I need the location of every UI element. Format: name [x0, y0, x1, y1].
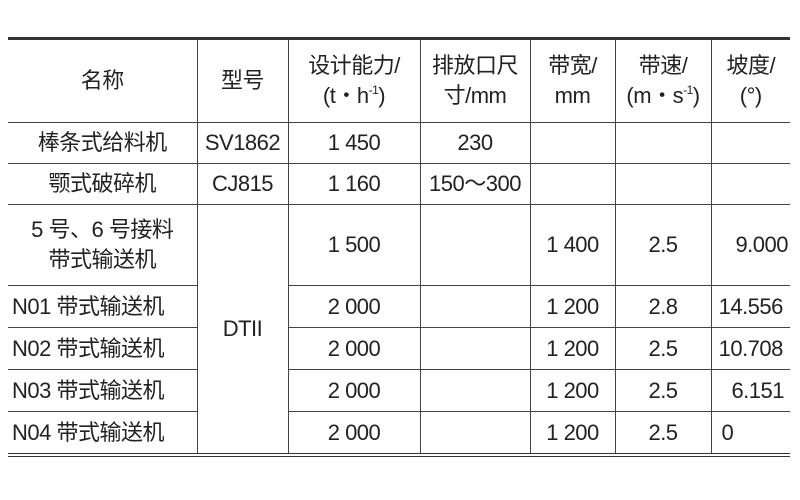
cell-slope: 10.708	[710, 327, 790, 370]
cell-name: 棒条式给料机	[8, 122, 198, 164]
cell-slope: 9.000	[710, 204, 790, 286]
cell-capacity: 2 000	[287, 369, 421, 412]
table-row: 5 号、6 号接料 带式输送机 DTII 1 500 1 400 2.5 9.00…	[8, 204, 790, 456]
cell-capacity: 1 500	[287, 204, 421, 286]
equipment-spec-table: 名称 型号 设计能力/(t・h-1) 排放口尺 寸/mm 带宽/mm 带速/(m・…	[8, 37, 790, 457]
cell-width: 1 200	[529, 369, 616, 412]
cell-width: 1 200	[529, 411, 616, 456]
cell-speed: 2.8	[614, 285, 712, 328]
table-row: 棒条式给料机 SV1862 1 450 230	[8, 122, 790, 164]
table-row: N01 带式输送机 2 000 1 200 2.8 14.556	[8, 285, 790, 328]
cell-slope	[710, 122, 790, 164]
cell-outlet: 150～300	[419, 163, 531, 205]
cell-outlet	[419, 369, 531, 412]
cell-outlet	[419, 327, 531, 370]
cell-capacity: 2 000	[287, 327, 421, 370]
cell-slope	[710, 163, 790, 205]
cell-speed: 2.5	[614, 204, 712, 286]
cell-width: 1 400	[529, 204, 616, 286]
header-speed: 带速/(m・s-1)	[614, 38, 712, 123]
cell-model: SV1862	[196, 122, 289, 164]
cell-speed: 2.5	[614, 327, 712, 370]
cell-width	[529, 122, 616, 164]
header-model: 型号	[196, 38, 289, 123]
header-name: 名称	[8, 38, 198, 123]
table-row: N02 带式输送机 2 000 1 200 2.5 10.708	[8, 327, 790, 370]
table-row: 颚式破碎机 CJ815 1 160 150～300	[8, 163, 790, 205]
cell-name: N01 带式输送机	[8, 285, 198, 328]
cell-speed	[614, 163, 712, 205]
cell-slope: 0	[710, 411, 790, 456]
cell-name: N03 带式输送机	[8, 369, 198, 412]
cell-outlet	[419, 285, 531, 328]
cell-width: 1 200	[529, 285, 616, 328]
cell-capacity: 1 160	[287, 163, 421, 205]
cell-width: 1 200	[529, 327, 616, 370]
table-row: N04 带式输送机 2 000 1 200 2.5 0	[8, 411, 790, 456]
header-slope: 坡度/(°)	[710, 38, 790, 123]
header-row: 名称 型号 设计能力/(t・h-1) 排放口尺 寸/mm 带宽/mm 带速/(m・…	[8, 38, 790, 123]
cell-speed: 2.5	[614, 411, 712, 456]
cell-outlet	[419, 204, 531, 286]
cell-capacity: 1 450	[287, 122, 421, 164]
table-row: N03 带式输送机 2 000 1 200 2.5 6.151	[8, 369, 790, 412]
cell-name: N04 带式输送机	[8, 411, 198, 456]
cell-slope: 14.556	[710, 285, 790, 328]
cell-model-merged: DTII	[196, 204, 289, 456]
header-width: 带宽/mm	[529, 38, 616, 123]
cell-outlet: 230	[419, 122, 531, 164]
cell-name: 5 号、6 号接料 带式输送机	[8, 204, 198, 286]
cell-speed: 2.5	[614, 369, 712, 412]
cell-slope: 6.151	[710, 369, 790, 412]
cell-name: N02 带式输送机	[8, 327, 198, 370]
cell-capacity: 2 000	[287, 285, 421, 328]
cell-model: CJ815	[196, 163, 289, 205]
header-capacity: 设计能力/(t・h-1)	[287, 38, 421, 123]
cell-width	[529, 163, 616, 205]
header-outlet: 排放口尺 寸/mm	[419, 38, 531, 123]
cell-speed	[614, 122, 712, 164]
cell-name: 颚式破碎机	[8, 163, 198, 205]
cell-outlet	[419, 411, 531, 456]
cell-capacity: 2 000	[287, 411, 421, 456]
